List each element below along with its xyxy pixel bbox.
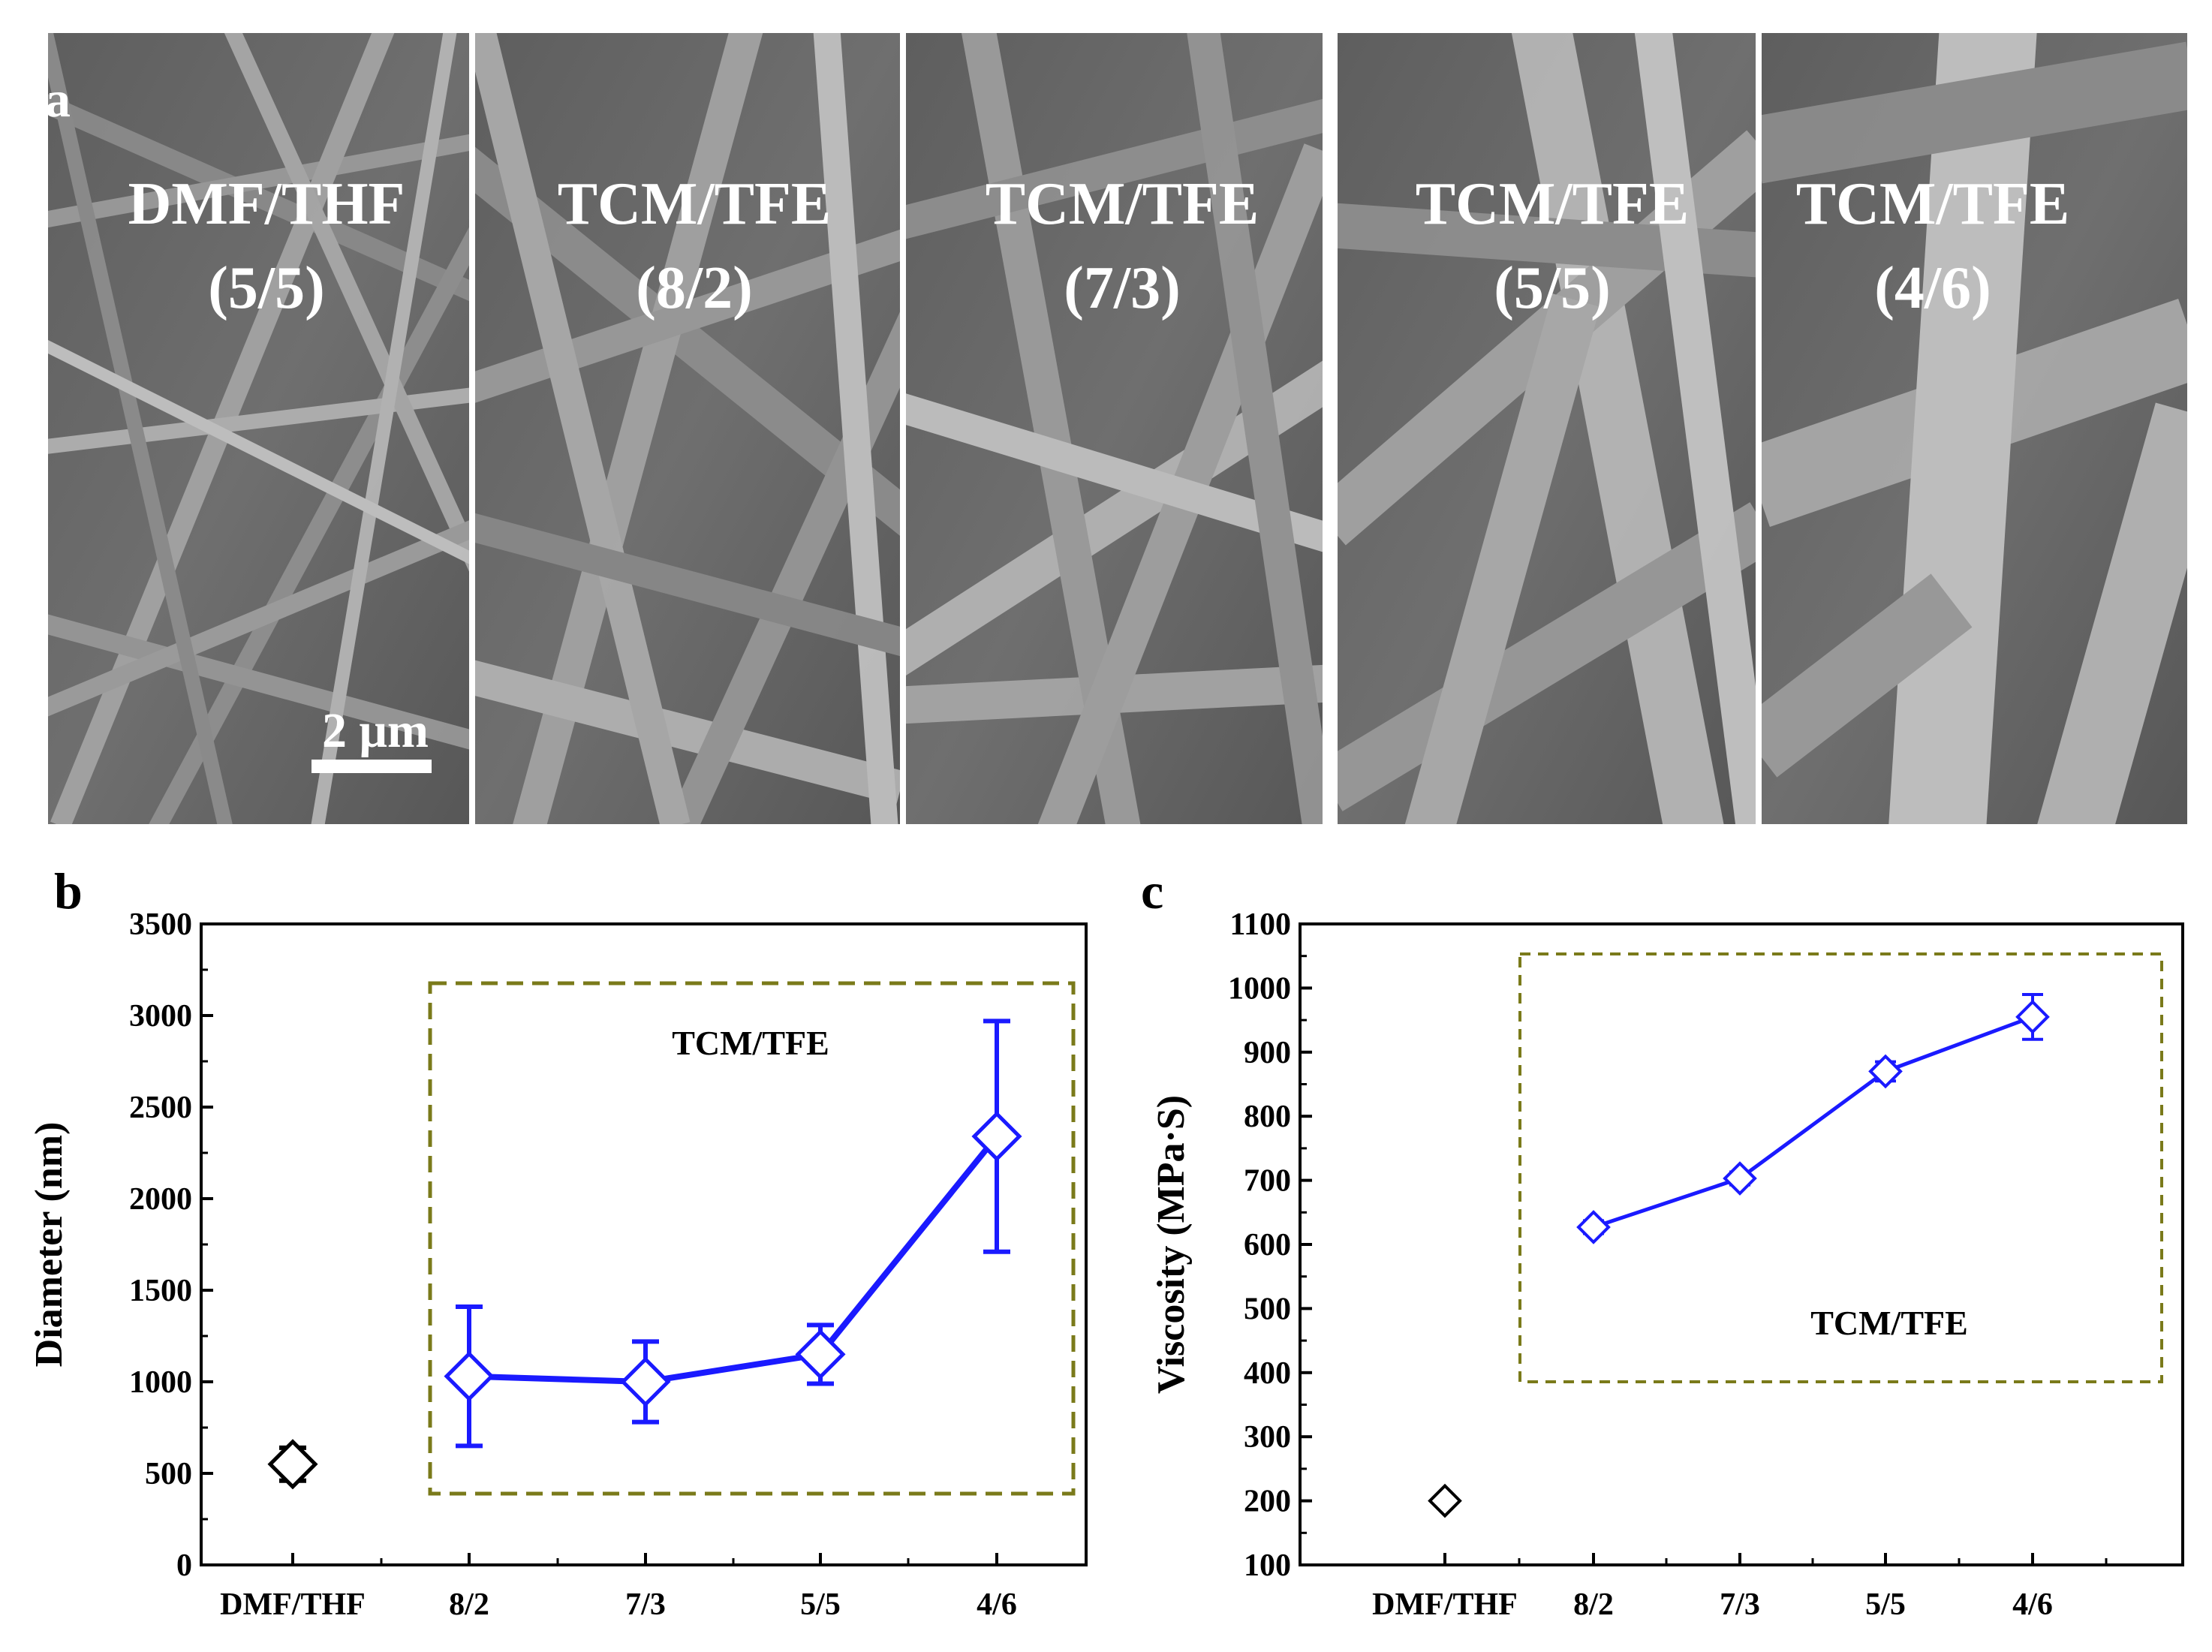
sem-solvent-label: DMF/THF: [128, 171, 405, 237]
y-tick-label: 1100: [1229, 907, 1291, 942]
panel-label: b: [54, 862, 83, 919]
x-tick-label: 4/6: [2012, 1587, 2053, 1622]
y-tick-label: 200: [1244, 1485, 1291, 1519]
sem-labels: a DMF/THF (5/5) TCM/TFE (8/2) TCM/TFE (7…: [45, 71, 2069, 758]
x-tick-label: 8/2: [449, 1587, 489, 1622]
data-point: [971, 1111, 1022, 1162]
y-tick-label: 0: [176, 1548, 192, 1583]
y-tick-label: 2000: [129, 1182, 192, 1217]
y-tick-label: 100: [1244, 1548, 1291, 1583]
y-tick-label: 500: [1244, 1292, 1291, 1326]
tcm-tfe-region-box: [1518, 952, 2163, 1383]
y-tick-label: 600: [1244, 1228, 1291, 1262]
y-axis-label: Viscosity (MPa·S): [1150, 1095, 1193, 1394]
sem-image-tcm-tfe-8-2: [475, 33, 900, 824]
panel-label: c: [1141, 862, 1163, 919]
data-point: [1723, 1161, 1757, 1196]
sem-ratio-label: (5/5): [1494, 255, 1611, 321]
data-point: [444, 1351, 495, 1402]
series-line: [468, 1134, 1000, 1386]
chart-viscosity: c 100 200 300 400 500 600 700 800 900 1000 1100 DMF/…: [1141, 862, 2184, 1622]
y-tick-label: 400: [1244, 1356, 1291, 1391]
data-point: [267, 1439, 318, 1490]
y-tick-label: 1000: [129, 1365, 192, 1400]
y-tick-label: 1500: [129, 1274, 192, 1308]
plot-frame: [200, 922, 1088, 1566]
sem-image-tcm-tfe-4-6: [1762, 33, 2187, 824]
y-tick-label: 3500: [129, 907, 192, 942]
y-tick-label: 1000: [1228, 971, 1291, 1006]
panel-a-label: a: [45, 71, 71, 128]
data-point: [1868, 1054, 1903, 1089]
y-tick-label: 3000: [129, 999, 192, 1034]
sem-ratio-label: (8/2): [636, 255, 753, 321]
sem-ratio-label: (5/5): [208, 255, 325, 321]
data-point: [620, 1356, 671, 1407]
region-label: TCM/TFE: [1810, 1304, 1968, 1342]
sem-ratio-label: (4/6): [1874, 255, 1991, 321]
series-line: [1593, 1015, 2033, 1229]
x-tick-label: 7/3: [625, 1587, 666, 1622]
plot-frame: [1299, 922, 2184, 1566]
y-tick-label: 700: [1244, 1164, 1291, 1199]
sem-image-tcm-tfe-7-3: [906, 33, 1323, 824]
sem-solvent-label: TCM/TFE: [986, 171, 1259, 237]
x-tick-label: 4/6: [977, 1587, 1017, 1622]
y-axis-label: Diameter (nm): [28, 1122, 71, 1368]
region-label: TCM/TFE: [672, 1024, 829, 1062]
data-point: [2015, 1000, 2050, 1034]
x-tick-label: DMF/THF: [1372, 1587, 1518, 1622]
y-tick-label: 900: [1244, 1036, 1291, 1070]
data-point: [795, 1329, 846, 1380]
sem-solvent-label: TCM/TFE: [558, 171, 831, 237]
sem-image-tcm-tfe-5-5: [1338, 33, 1756, 824]
x-tick-label: 5/5: [800, 1587, 841, 1622]
y-tick-label: 300: [1244, 1420, 1291, 1455]
y-tick-label: 2500: [129, 1091, 192, 1125]
sem-ratio-label: (7/3): [1064, 255, 1181, 321]
scale-bar: [311, 760, 432, 773]
y-tick-label: 500: [145, 1457, 192, 1491]
sem-separators: [469, 33, 1762, 824]
data-point: [1428, 1483, 1462, 1518]
x-tick-label: 8/2: [1573, 1587, 1614, 1622]
x-tick-label: 7/3: [1720, 1587, 1760, 1622]
sem-panel: a DMF/THF (5/5) TCM/TFE (8/2) TCM/TFE (7…: [45, 33, 2187, 824]
tcm-tfe-region-box: [428, 981, 1076, 1496]
chart-diameter: b 0 500 1000 1500 2000 2500 3000 3500 DMF/THF 8/2 7…: [28, 862, 1088, 1622]
x-tick-label: 5/5: [1865, 1587, 1906, 1622]
y-tick-label: 800: [1244, 1100, 1291, 1134]
sem-image-dmf-thf-5-5: [48, 33, 469, 824]
sem-solvent-label: TCM/TFE: [1796, 171, 2069, 237]
x-tick-label: DMF/THF: [220, 1587, 366, 1622]
data-point: [1576, 1210, 1611, 1244]
sem-solvent-label: TCM/TFE: [1416, 171, 1689, 237]
scale-bar-label: 2 μm: [322, 703, 429, 758]
